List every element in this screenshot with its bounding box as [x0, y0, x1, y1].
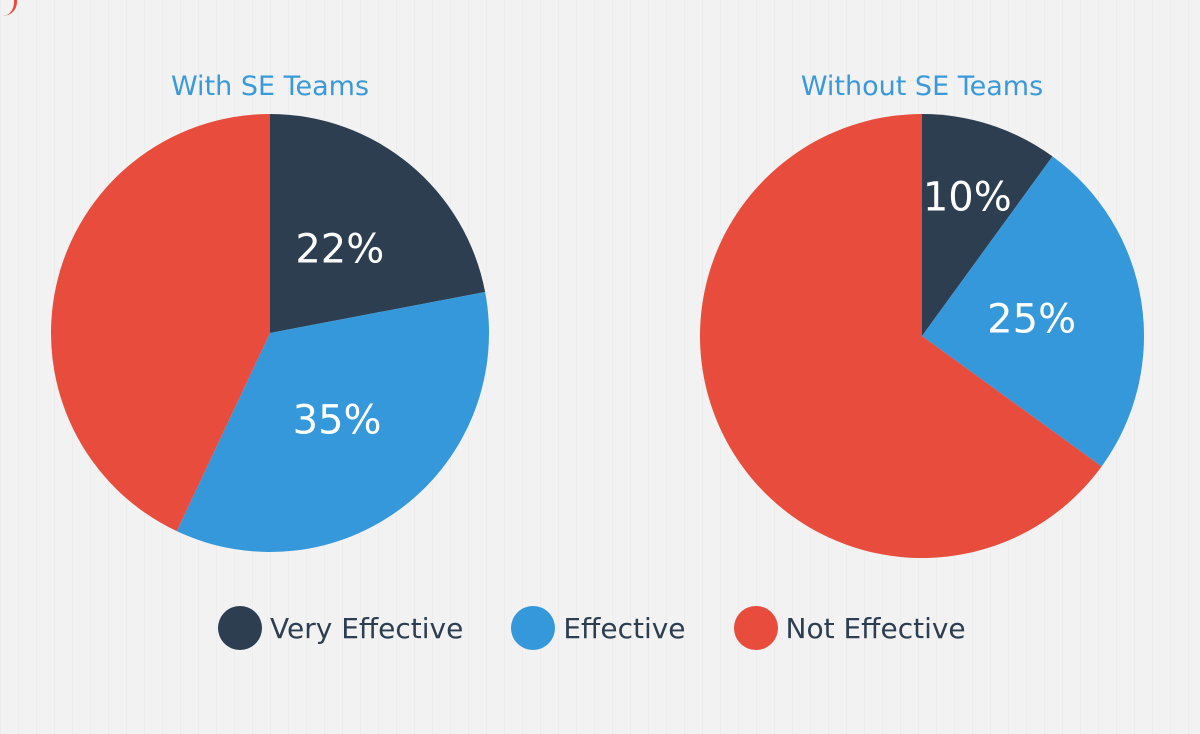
chart-title: With SE Teams: [171, 71, 369, 102]
slice-label-very-effective: 22%: [295, 227, 384, 273]
pie-slice-not-effective: [51, 113, 270, 532]
legend-label: Effective: [563, 611, 686, 645]
pie-slice-effective: [176, 291, 489, 552]
corner-decoration: [0, 0, 17, 16]
legend-label: Not Effective: [785, 611, 966, 645]
pie-charts: With SE Teams 22% 35% Without SE Teams 10% 25…: [51, 71, 1144, 558]
legend-item-not-effective: Not Effective: [733, 606, 966, 650]
pie-chart-without-se-teams: Without SE Teams 10% 25%: [700, 71, 1144, 558]
pie-slice-very-effective: [922, 114, 1053, 336]
pie-chart-with-se-teams: With SE Teams 22% 35%: [51, 71, 489, 552]
legend-item-very-effective: Very Effective: [218, 606, 463, 650]
legend-label: Very Effective: [270, 611, 464, 645]
chart-title: Without SE Teams: [801, 71, 1043, 102]
pie-slice-effective: [922, 156, 1144, 467]
legend-swatch-not-effective: [733, 606, 778, 650]
slice-label-effective: 35%: [293, 398, 382, 444]
slice-label-effective: 25%: [987, 297, 1076, 343]
legend-swatch-effective: [511, 606, 556, 650]
pie-slice-very-effective: [270, 114, 486, 333]
pie-slice-not-effective: [700, 114, 1102, 558]
legend-item-effective: Effective: [511, 606, 686, 650]
legend: Very Effective Effective Not Effective: [218, 606, 1014, 650]
legend-swatch-very-effective: [218, 606, 262, 650]
slice-label-very-effective: 10%: [923, 175, 1012, 221]
